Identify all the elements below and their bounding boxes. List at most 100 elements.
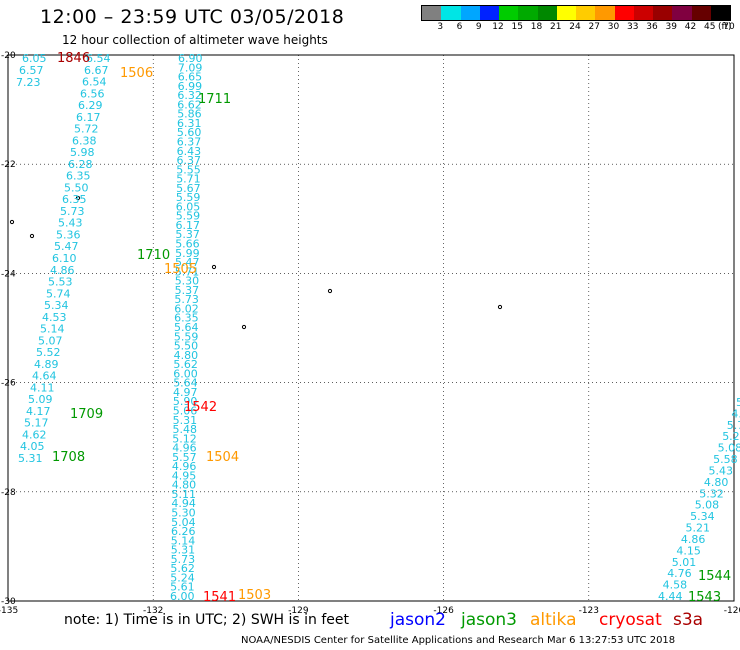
scale-label: 45	[704, 22, 716, 32]
wave-height-value: 4.64	[32, 370, 57, 383]
wave-height-value: 4.58	[663, 579, 688, 592]
wave-height-value: 6.17	[176, 219, 201, 232]
wave-height-value: 5.31	[171, 544, 196, 557]
wave-height-value: 6.35	[174, 312, 199, 325]
wave-height-value: 5.07	[38, 334, 63, 347]
wave-height-value: 4.96	[172, 442, 197, 455]
scale-label: 70	[723, 22, 735, 32]
wave-height-value: 5.30	[171, 507, 196, 520]
wave-height-value: 4.15	[676, 544, 701, 557]
wave-height-values: 6.056.577.235.314.054.625.174.175.094.11…	[16, 52, 740, 603]
lat-tick-label: -26	[1, 379, 16, 389]
wave-height-value: 5.34	[690, 510, 715, 523]
wave-height-value: 6.05	[176, 200, 201, 213]
wave-height-value: 4.4	[731, 407, 740, 420]
wave-height-value: 6.31	[177, 117, 202, 130]
wave-height-value: 5.55	[176, 163, 201, 176]
wave-height-value: 5.59	[176, 191, 201, 204]
wave-height-value: 6.90	[178, 52, 203, 65]
wave-height-value: 6.02	[174, 302, 199, 315]
pass-time-label: 1709	[70, 407, 103, 422]
wave-height-value: 6.43	[177, 145, 202, 158]
wave-height-value: 6.35	[66, 170, 91, 183]
wave-height-value: 4.17	[26, 405, 51, 418]
satellite-legend-item: altika	[530, 610, 577, 630]
lon-tick-label: -126	[433, 606, 454, 616]
pass-time-label: 1544	[698, 569, 731, 584]
wave-height-value: 5.64	[174, 321, 199, 334]
wave-height-value: 6.65	[178, 71, 203, 84]
wave-height-value: 5.34	[44, 299, 69, 312]
wave-height-value: 5.62	[173, 358, 198, 371]
wave-height-value: 4.76	[667, 567, 692, 580]
wave-height-value: 4.53	[42, 311, 67, 324]
scale-swatch	[460, 6, 480, 20]
wave-height-value: 5.50	[64, 181, 89, 194]
wave-height-value: 6.56	[80, 87, 105, 100]
wave-height-value: 5.98	[70, 146, 95, 159]
wave-height-value: 4.80	[172, 479, 197, 492]
island	[497, 304, 503, 310]
wave-height-value: 5.06	[173, 405, 198, 418]
wave-height-value: 4.97	[173, 386, 198, 399]
wave-height-value: 6.67	[84, 64, 109, 77]
wave-height-value: 6.17	[76, 111, 101, 124]
wave-height-value: 5.43	[709, 465, 734, 478]
pass-time-label: 1710	[137, 248, 170, 263]
wave-height-value: 5.47	[54, 240, 79, 253]
wave-height-value: 5.43	[58, 217, 83, 230]
wave-height-value: 5.99	[175, 247, 200, 260]
scale-swatch	[710, 6, 730, 20]
wave-height-value: 6.54	[86, 52, 111, 65]
pass-time-label: 1504	[206, 450, 239, 465]
wave-height-value: 5.60	[177, 126, 202, 139]
lat-tick-label: -30	[1, 597, 16, 607]
wave-height-value: 4.05	[20, 440, 45, 453]
wave-height-value: 5.24	[170, 571, 195, 584]
scale-swatch	[653, 6, 673, 20]
lon-tick-label: -129	[288, 606, 309, 616]
wave-height-value: 5.71	[175, 265, 200, 278]
scale-label: 27	[588, 22, 600, 32]
wave-height-value: 5.62	[170, 562, 195, 575]
island	[241, 324, 247, 330]
wave-height-value: 4.11	[30, 381, 55, 394]
wave-height-value: 5.12	[172, 432, 197, 445]
wave-height-value: 4.89	[34, 358, 59, 371]
lat-tick-label: -22	[1, 160, 16, 170]
wave-height-value: 5.74	[46, 287, 71, 300]
scale-label: 39	[665, 22, 677, 32]
wave-height-value: 5.47	[175, 256, 200, 269]
wave-height-value: 6.28	[68, 158, 93, 171]
wave-height-value: 5.90	[173, 395, 198, 408]
wave-height-value: 5.53	[48, 276, 73, 289]
lon-tick-label: -132	[143, 606, 163, 616]
wave-height-value: 5.36	[56, 229, 81, 242]
wave-height-value: 5.01	[672, 556, 697, 569]
wave-height-value: 6.35	[62, 193, 87, 206]
scale-label: 24	[569, 22, 581, 32]
map-title: 12:00 – 23:59 UTC 03/05/2018	[40, 6, 345, 28]
scale-swatch	[633, 6, 653, 20]
scale-label: 33	[627, 22, 639, 32]
wave-height-value: 5.31	[18, 452, 43, 465]
map-subtitle: 12 hour collection of altimeter wave hei…	[62, 33, 328, 47]
wave-height-value: 4.96	[172, 460, 197, 473]
wave-height-value: 6.99	[178, 80, 203, 93]
island	[327, 288, 333, 294]
pass-time-label: 1542	[184, 400, 217, 415]
lat-lon-grid	[8, 55, 734, 601]
wave-height-value: 5.59	[176, 210, 201, 223]
pass-time-label: 1503	[238, 588, 271, 603]
scale-label: 15	[511, 22, 523, 32]
satellite-legend-item: jason2	[390, 610, 446, 630]
island	[211, 264, 217, 270]
wave-height-value: 5.73	[60, 205, 85, 218]
lat-tick-label: -28	[1, 488, 16, 498]
wave-height-value: 5.7	[727, 419, 740, 432]
wave-height-value: 6.29	[78, 99, 103, 112]
wave-height-value: 6.38	[72, 134, 97, 147]
scale-swatch	[537, 6, 557, 20]
axis-tick-labels: -135 -132 -129 -126 -123 -120 -20 -22 -24 -26 -28 -…	[0, 51, 740, 616]
